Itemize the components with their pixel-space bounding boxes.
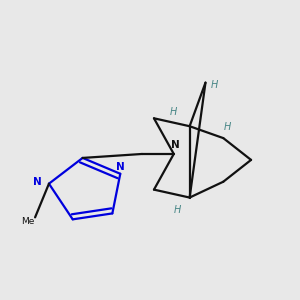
Text: N: N	[34, 177, 42, 187]
Text: H: H	[169, 107, 177, 117]
Text: H: H	[211, 80, 218, 90]
Text: H: H	[224, 122, 231, 132]
Text: N: N	[116, 162, 125, 172]
Text: N: N	[171, 140, 180, 150]
Text: Me: Me	[21, 217, 34, 226]
Text: H: H	[173, 205, 181, 215]
